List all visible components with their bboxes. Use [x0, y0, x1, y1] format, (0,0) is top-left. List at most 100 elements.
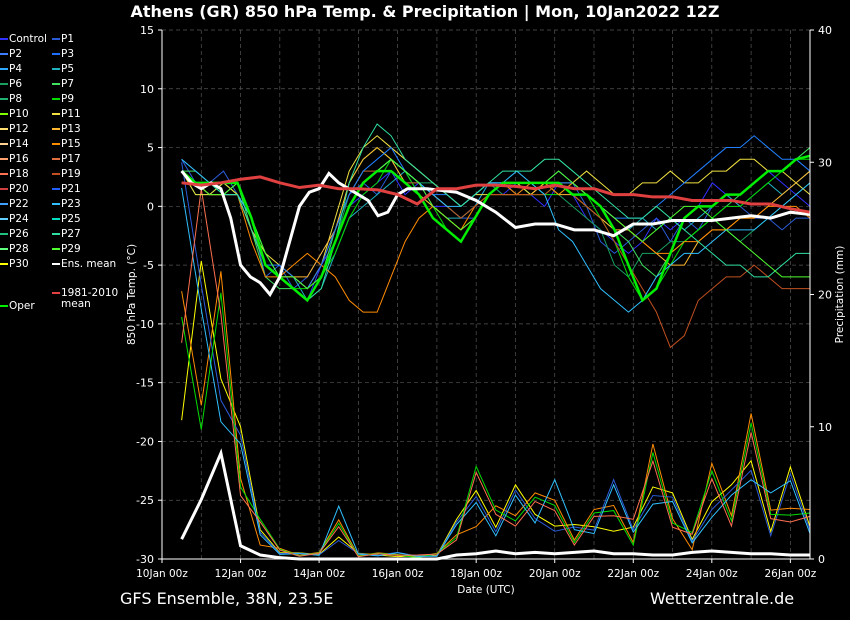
legend-label: P7 — [61, 78, 75, 90]
legend-swatch — [0, 188, 8, 190]
y-tick-label: -10 — [136, 318, 154, 331]
legend-item: Oper — [0, 300, 35, 312]
series-line-p1 — [181, 159, 810, 290]
x-tick-label: 22Jan 00z — [607, 568, 659, 580]
legend-item: P22 — [0, 198, 29, 210]
legend-label: P20 — [9, 183, 29, 195]
legend-item: P25 — [52, 213, 81, 225]
legend-item: P30 — [0, 258, 29, 270]
series-line-1981-2010-mean — [181, 175, 811, 214]
legend-item: P12 — [0, 123, 29, 135]
legend-label: P28 — [9, 243, 29, 255]
legend-item: P21 — [52, 183, 81, 195]
legend-item: P6 — [0, 78, 22, 90]
legend-item: P13 — [52, 123, 81, 135]
x-tick-label: 26Jan 00z — [764, 568, 816, 580]
y-tick-label: -25 — [136, 494, 154, 507]
legend-label: Oper — [9, 300, 35, 312]
series-line-p15 — [181, 170, 811, 313]
legend-label: P21 — [61, 183, 81, 195]
y-axis-label: 850 hPa Temp. (°C) — [126, 244, 138, 345]
legend-swatch — [52, 248, 60, 250]
legend-swatch — [52, 233, 60, 235]
legend-item: P9 — [52, 93, 74, 105]
x-tick-label: 18Jan 00z — [450, 568, 502, 580]
legend-label: P13 — [61, 123, 81, 135]
legend-swatch — [52, 203, 60, 205]
legend-swatch — [0, 98, 8, 100]
y2-tick-label: 30 — [818, 156, 832, 169]
legend-swatch — [52, 98, 60, 100]
legend-item: Ens. mean — [52, 258, 116, 270]
legend-swatch — [52, 143, 60, 145]
series-line-p7 — [181, 146, 811, 302]
legend-swatch — [52, 292, 60, 294]
legend-item: P5 — [52, 63, 74, 75]
y2-tick-label: 20 — [818, 289, 832, 302]
legend-label: P8 — [9, 93, 23, 105]
series-line-p29 — [181, 158, 810, 290]
legend-swatch — [0, 38, 8, 40]
legend-label: P16 — [9, 153, 29, 165]
legend-item: P4 — [0, 63, 22, 75]
y-tick-label: -15 — [136, 377, 154, 390]
series-line-ens-mean — [180, 170, 811, 298]
precip-member-line — [181, 187, 811, 557]
legend-item: P28 — [0, 243, 29, 255]
series-line-p6 — [181, 158, 811, 290]
legend-item: P24 — [0, 213, 29, 225]
legend-item: P18 — [0, 168, 29, 180]
footer-model-info: GFS Ensemble, 38N, 23.5E — [120, 589, 334, 608]
legend-item: P16 — [0, 153, 29, 165]
legend-swatch — [52, 83, 60, 85]
precip-member-line — [181, 260, 811, 558]
legend-label: P25 — [61, 213, 81, 225]
grid — [162, 29, 810, 560]
y2-tick-label: 10 — [818, 421, 832, 434]
legend-item: P29 — [52, 243, 81, 255]
legend-item: P10 — [0, 108, 29, 120]
legend-label: Ens. mean — [61, 258, 117, 270]
legend-item: P17 — [52, 153, 81, 165]
x-tick-label: 12Jan 00z — [215, 568, 267, 580]
x-tick-label: 16Jan 00z — [372, 568, 424, 580]
legend-swatch — [0, 218, 8, 220]
x-tick-label: 20Jan 00z — [529, 568, 581, 580]
legend-label: P11 — [61, 108, 81, 120]
legend-item: P19 — [52, 168, 81, 180]
legend-swatch — [0, 158, 8, 160]
y-tick-label: -5 — [143, 259, 154, 272]
legend: Control P1 P2 P3 P4 P5 P6 P7 P8 P9 P10 P11 P12 P13 P14… — [0, 33, 128, 323]
legend-item: P14 — [0, 138, 29, 150]
legend-item: P7 — [52, 78, 74, 90]
legend-item: P26 — [0, 228, 29, 240]
legend-label: P22 — [9, 198, 29, 210]
legend-label: P24 — [9, 213, 29, 225]
legend-item: P20 — [0, 183, 29, 195]
x-tick-label: 10Jan 00z — [136, 568, 188, 580]
legend-swatch — [0, 173, 8, 175]
x-tick-label: 24Jan 00z — [686, 568, 738, 580]
legend-swatch — [52, 38, 60, 40]
legend-label: P14 — [9, 138, 29, 150]
legend-label: P12 — [9, 123, 29, 135]
legend-label: P4 — [9, 63, 23, 75]
y2-tick-label: 40 — [818, 24, 832, 37]
chart-title: Athens (GR) 850 hPa Temp. & Precipitatio… — [130, 2, 720, 21]
legend-label: Control — [9, 33, 47, 45]
legend-swatch — [52, 128, 60, 130]
legend-item: P15 — [52, 138, 81, 150]
legend-item: P27 — [52, 228, 81, 240]
legend-swatch — [0, 233, 8, 235]
legend-label: P1 — [61, 33, 75, 45]
y2-axis-label: Precipitation (mm) — [834, 246, 846, 344]
legend-swatch — [52, 68, 60, 70]
axes: 15 10 5 0 -5 -10 -15 -20 -25 -30 40 30 20 10 0 10Jan 00… — [126, 24, 846, 596]
y-tick-label: 5 — [147, 142, 154, 155]
legend-label: P3 — [61, 48, 75, 60]
legend-item: 1981-2010 mean — [52, 288, 118, 310]
footer-source: Wetterzentrale.de — [650, 589, 795, 608]
legend-swatch — [0, 113, 8, 115]
legend-swatch — [0, 305, 8, 307]
legend-label: P30 — [9, 258, 29, 270]
